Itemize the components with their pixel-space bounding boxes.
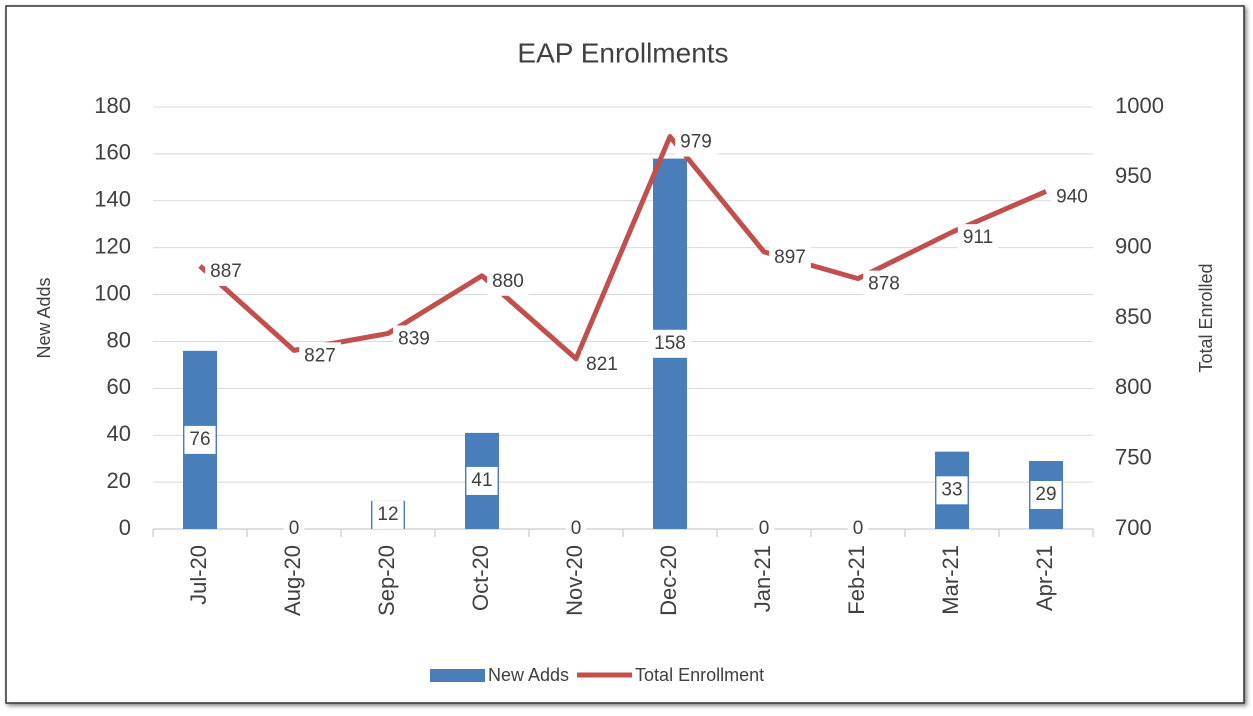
label-background: [184, 425, 216, 454]
label-background: [393, 325, 435, 354]
label-background: [581, 350, 623, 379]
label-background: [299, 342, 341, 371]
y2-tick-label: 800: [1115, 374, 1152, 399]
line-value-label: 821: [586, 354, 618, 375]
y-tick-label: 40: [107, 421, 131, 446]
x-tick-label: Aug-20: [280, 545, 305, 616]
bar-value-label: 158: [654, 333, 686, 354]
y-tick-label: 100: [94, 280, 131, 305]
y-tick-label: 180: [94, 93, 131, 118]
line-value-label: 979: [680, 132, 712, 153]
label-background: [372, 500, 404, 529]
y-tick-label: 0: [119, 515, 131, 540]
y2-tick-label: 700: [1115, 515, 1152, 540]
x-tick-label: Apr-21: [1032, 545, 1057, 611]
label-background: [1051, 183, 1093, 212]
label-background: [753, 515, 775, 543]
y2-axis-label: Total Enrolled: [1196, 263, 1216, 372]
x-tick-label: Mar-21: [938, 545, 963, 615]
y2-tick-label: 1000: [1115, 93, 1164, 118]
bar-value-label: 33: [941, 479, 962, 500]
line-value-label: 940: [1056, 186, 1088, 207]
label-background: [649, 329, 691, 358]
bar-value-label: 0: [289, 518, 300, 539]
line: [198, 134, 1047, 362]
x-tick-label: Jul-20: [186, 545, 211, 605]
label-background: [565, 515, 587, 543]
label-background: [466, 466, 498, 495]
label-background: [487, 267, 529, 296]
label-background: [675, 128, 717, 157]
y2-tick-label: 900: [1115, 233, 1152, 258]
label-background: [1030, 481, 1062, 510]
y-tick-label: 120: [94, 233, 131, 258]
legend-swatch: [430, 669, 485, 682]
label-background: [957, 224, 999, 253]
bar-value-label: 76: [189, 429, 210, 450]
bar-value-label: 0: [759, 518, 770, 539]
bar-value-label: 0: [853, 518, 864, 539]
y2-tick-label: 750: [1115, 444, 1152, 469]
label-background: [863, 270, 905, 299]
y-tick-label: 160: [94, 140, 131, 165]
line-value-label: 839: [398, 328, 430, 349]
line-value-label: 827: [304, 345, 336, 366]
y2-tick-label: 950: [1115, 163, 1152, 188]
y-tick-label: 20: [107, 468, 131, 493]
line-value-label: 880: [492, 271, 524, 292]
y-tick-label: 60: [107, 374, 131, 399]
y-axis-label: New Adds: [34, 277, 54, 358]
x-tick-label: Dec-20: [656, 545, 681, 616]
y2-tick-label: 850: [1115, 304, 1152, 329]
x-tick-label: Feb-21: [844, 545, 869, 615]
chart-title: EAP Enrollments: [517, 37, 728, 68]
bar-value-label: 0: [571, 518, 582, 539]
line-value-label: 897: [774, 247, 806, 268]
label-background: [847, 515, 869, 543]
bar-value-label: 29: [1035, 484, 1056, 505]
x-tick-label: Oct-20: [468, 545, 493, 611]
y-tick-label: 80: [107, 327, 131, 352]
line-value-label: 878: [868, 274, 900, 295]
legend-label: New Adds: [488, 665, 569, 685]
line-value-label: 887: [210, 261, 242, 282]
label-background: [205, 257, 247, 286]
label-background: [769, 243, 811, 272]
bar-value-label: 12: [377, 504, 398, 525]
bar-value-label: 41: [471, 470, 492, 491]
label-background: [283, 515, 305, 543]
line-value-label: 911: [963, 227, 993, 248]
label-background: [936, 476, 968, 505]
y-tick-label: 140: [94, 187, 131, 212]
legend-label: Total Enrollment: [635, 665, 764, 685]
x-tick-label: Jan-21: [750, 545, 775, 612]
x-tick-label: Nov-20: [562, 545, 587, 616]
x-tick-label: Sep-20: [374, 545, 399, 616]
